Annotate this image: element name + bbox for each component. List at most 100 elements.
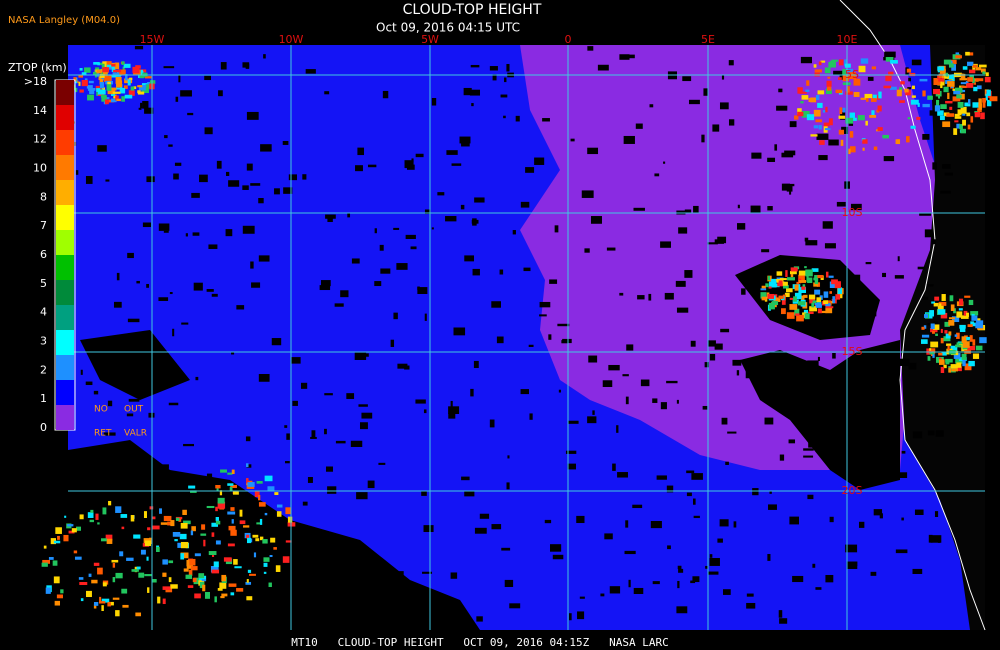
clear-patch <box>912 568 923 574</box>
high-cloud <box>790 271 797 275</box>
clear-patch <box>922 296 929 300</box>
clear-patch <box>929 110 938 116</box>
high-cloud <box>102 67 109 73</box>
high-cloud <box>839 107 843 115</box>
clear-patch <box>139 533 145 538</box>
clear-patch <box>216 160 222 169</box>
high-cloud <box>941 351 947 356</box>
high-cloud <box>814 289 821 295</box>
high-cloud <box>815 304 822 308</box>
clear-patch <box>911 59 922 66</box>
clear-patch <box>883 156 895 162</box>
high-cloud <box>127 79 131 86</box>
high-cloud <box>215 484 221 489</box>
clear-patch <box>676 606 688 614</box>
high-cloud <box>937 305 944 312</box>
high-cloud <box>871 66 877 70</box>
high-cloud <box>138 572 145 578</box>
high-cloud <box>246 596 253 601</box>
clear-patch <box>499 269 504 275</box>
high-cloud <box>932 351 935 358</box>
high-cloud <box>199 581 205 589</box>
high-cloud <box>870 98 877 102</box>
clear-patch <box>285 461 290 464</box>
high-cloud <box>167 521 171 526</box>
high-cloud <box>964 295 971 298</box>
clear-patch <box>195 376 199 381</box>
legend-note: OUT <box>124 405 144 415</box>
clear-patch <box>942 164 951 169</box>
high-cloud <box>263 562 268 567</box>
clear-patch <box>779 298 782 306</box>
high-cloud <box>182 509 187 515</box>
high-cloud <box>60 589 64 594</box>
clear-patch <box>707 242 718 245</box>
high-cloud <box>760 288 767 291</box>
high-cloud <box>813 277 816 281</box>
high-cloud <box>895 139 901 145</box>
high-cloud <box>239 520 246 525</box>
clear-patch <box>709 353 716 361</box>
high-cloud <box>930 327 938 333</box>
clear-patch <box>732 359 742 366</box>
clear-patch <box>225 229 233 237</box>
clear-patch <box>470 388 474 397</box>
high-cloud <box>842 75 849 82</box>
high-cloud <box>81 79 88 87</box>
high-cloud <box>180 522 188 529</box>
high-cloud <box>227 472 233 475</box>
clear-patch <box>712 124 720 132</box>
clear-patch <box>158 297 169 301</box>
clear-patch <box>361 412 373 419</box>
high-cloud <box>245 581 252 585</box>
clear-region <box>740 340 900 490</box>
clear-patch <box>262 601 273 609</box>
high-cloud <box>73 550 78 554</box>
high-cloud <box>137 91 145 95</box>
clear-patch <box>789 121 797 128</box>
high-cloud <box>95 85 100 90</box>
high-cloud <box>139 74 144 79</box>
high-cloud <box>105 97 110 100</box>
high-cloud <box>97 89 106 95</box>
high-cloud <box>267 486 275 491</box>
high-cloud <box>816 297 822 303</box>
high-cloud <box>246 480 253 484</box>
high-cloud <box>221 593 228 597</box>
latitude-label: 20S <box>842 484 863 497</box>
clear-patch <box>97 145 107 152</box>
clear-patch <box>460 204 465 210</box>
high-cloud <box>778 295 784 299</box>
high-cloud <box>931 301 936 304</box>
high-cloud <box>102 507 107 515</box>
high-cloud <box>149 506 154 510</box>
high-cloud <box>106 64 114 68</box>
high-cloud <box>844 59 848 67</box>
clear-patch <box>788 439 796 444</box>
clear-patch <box>250 183 261 186</box>
clear-patch <box>155 532 161 537</box>
high-cloud <box>849 112 855 120</box>
high-cloud <box>74 87 78 93</box>
clear-patch <box>678 227 688 234</box>
clear-patch <box>168 144 173 147</box>
clear-patch <box>489 419 495 428</box>
high-cloud <box>170 520 175 527</box>
high-cloud <box>78 75 84 78</box>
clear-patch <box>80 369 83 375</box>
clear-patch <box>539 314 547 317</box>
clear-patch <box>554 225 559 233</box>
colorbar-label: 1 <box>40 392 47 405</box>
high-cloud <box>256 522 262 525</box>
high-cloud <box>137 90 141 94</box>
high-cloud <box>962 113 966 116</box>
colorbar-swatch <box>56 180 74 205</box>
clear-patch <box>752 488 759 496</box>
high-cloud <box>954 366 962 372</box>
high-cloud <box>262 539 268 544</box>
high-cloud <box>911 95 916 98</box>
high-cloud <box>112 72 120 75</box>
clear-patch <box>677 580 680 589</box>
clear-patch <box>287 542 298 547</box>
high-cloud <box>92 71 97 76</box>
